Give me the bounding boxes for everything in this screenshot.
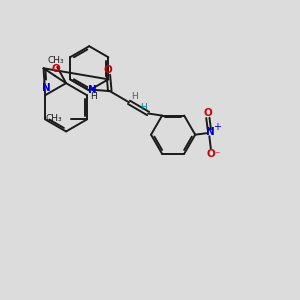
Text: CH₃: CH₃ <box>47 56 64 65</box>
Text: H: H <box>131 92 138 101</box>
Text: CH₃: CH₃ <box>46 114 63 123</box>
Text: N: N <box>42 82 51 93</box>
Text: O: O <box>104 64 113 75</box>
Text: ⁻: ⁻ <box>214 150 220 160</box>
Text: H: H <box>140 103 147 112</box>
Text: +: + <box>213 122 221 132</box>
Text: N: N <box>88 85 97 95</box>
Text: N: N <box>206 127 214 137</box>
Text: O: O <box>203 108 212 118</box>
Text: O: O <box>51 64 60 74</box>
Text: O: O <box>206 149 215 159</box>
Text: H: H <box>90 92 96 100</box>
